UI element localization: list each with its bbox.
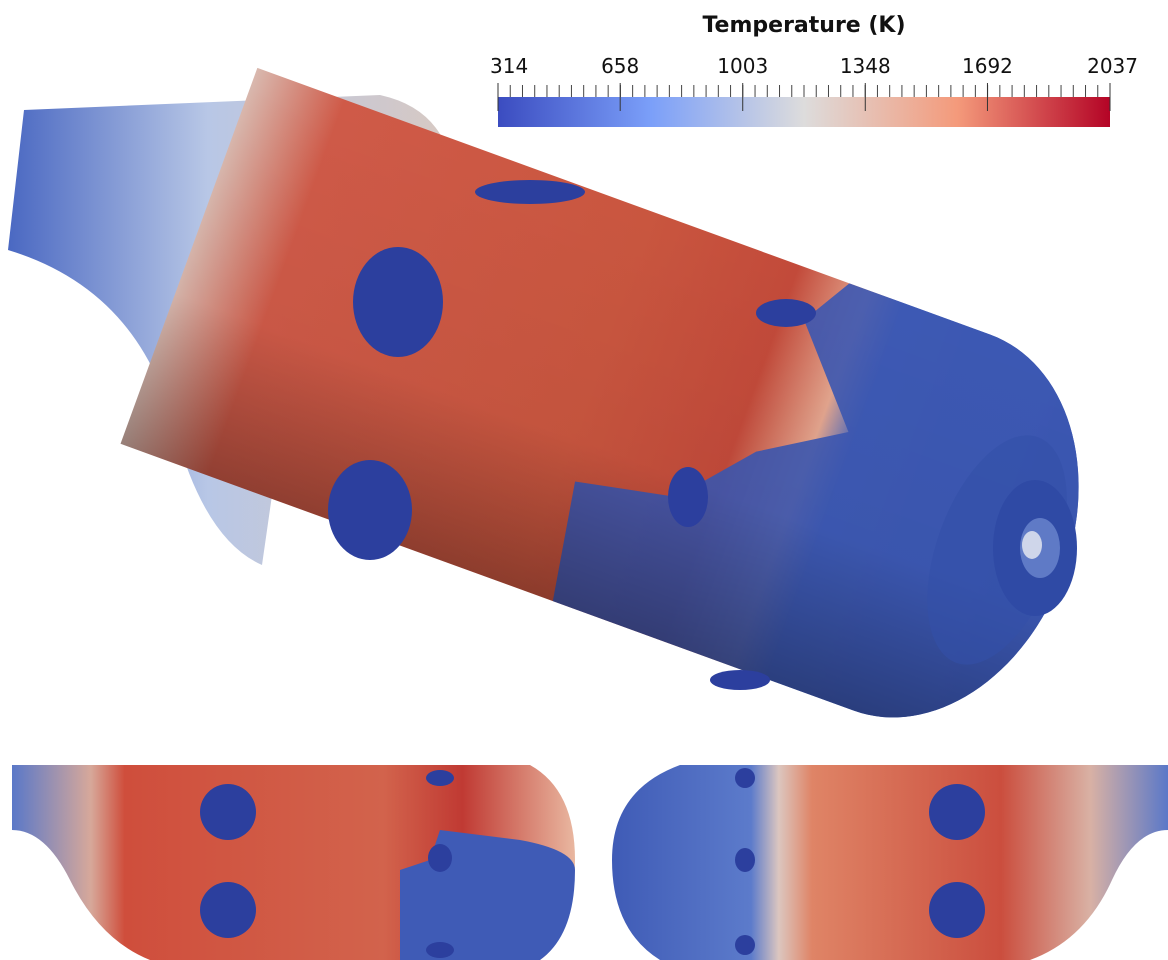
side-view-right xyxy=(612,765,1168,960)
color-bar xyxy=(498,97,1110,127)
tick-label: 2037 xyxy=(1087,54,1138,78)
side-view-left xyxy=(12,765,575,960)
tick-label: 1003 xyxy=(717,54,768,78)
holes xyxy=(328,180,816,690)
tick-label: 1348 xyxy=(840,54,891,78)
color-legend: Temperature (K) 314 658 1003 1348 1692 2037 xyxy=(490,13,1138,127)
nozzle xyxy=(993,480,1077,616)
tick-label: 314 xyxy=(490,54,528,78)
combustor-body xyxy=(120,67,1079,718)
legend-title: Temperature (K) xyxy=(702,13,905,38)
tick-label: 658 xyxy=(601,54,639,78)
tick-label: 1692 xyxy=(962,54,1013,78)
